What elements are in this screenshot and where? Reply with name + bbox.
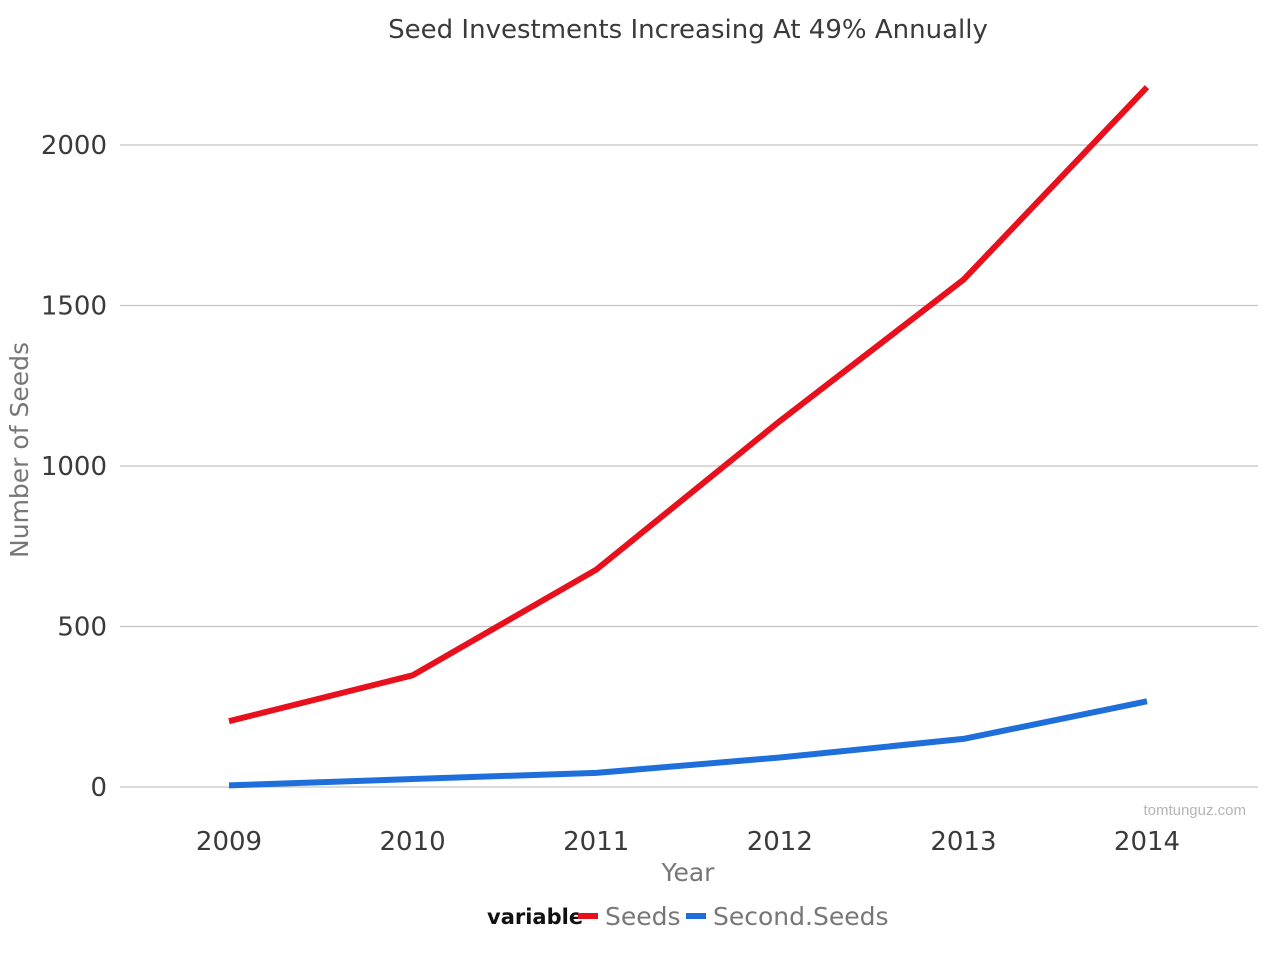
legend: variable Seeds Second.Seeds [487,902,888,931]
x-tick-label: 2012 [747,827,813,857]
series-line-seeds [228,85,1150,725]
series-line-second-seeds [228,698,1148,789]
x-tick-label: 2009 [196,827,262,857]
x-axis-title: Year [661,858,716,887]
series-lines [228,85,1150,789]
x-axis-tick-labels: 2009 2010 2011 2012 2013 2014 [196,827,1180,857]
legend-title: variable [487,905,583,929]
gridlines [120,144,1258,788]
watermark-text: tomtunguz.com [1143,802,1246,819]
y-tick-label: 1500 [41,292,107,322]
y-axis-tick-labels: 0 500 1000 1500 2000 [41,131,107,803]
y-tick-label: 500 [57,613,107,643]
x-tick-label: 2011 [563,827,629,857]
legend-label: Seeds [605,902,681,931]
x-tick-label: 2013 [930,827,996,857]
y-tick-label: 2000 [41,131,107,161]
legend-label: Second.Seeds [713,902,888,931]
x-tick-label: 2010 [380,827,446,857]
chart-title: Seed Investments Increasing At 49% Annua… [388,15,988,45]
y-axis-title: Number of Seeds [5,342,34,558]
y-tick-label: 0 [90,773,107,803]
y-tick-label: 1000 [41,452,107,482]
x-tick-label: 2014 [1114,827,1180,857]
